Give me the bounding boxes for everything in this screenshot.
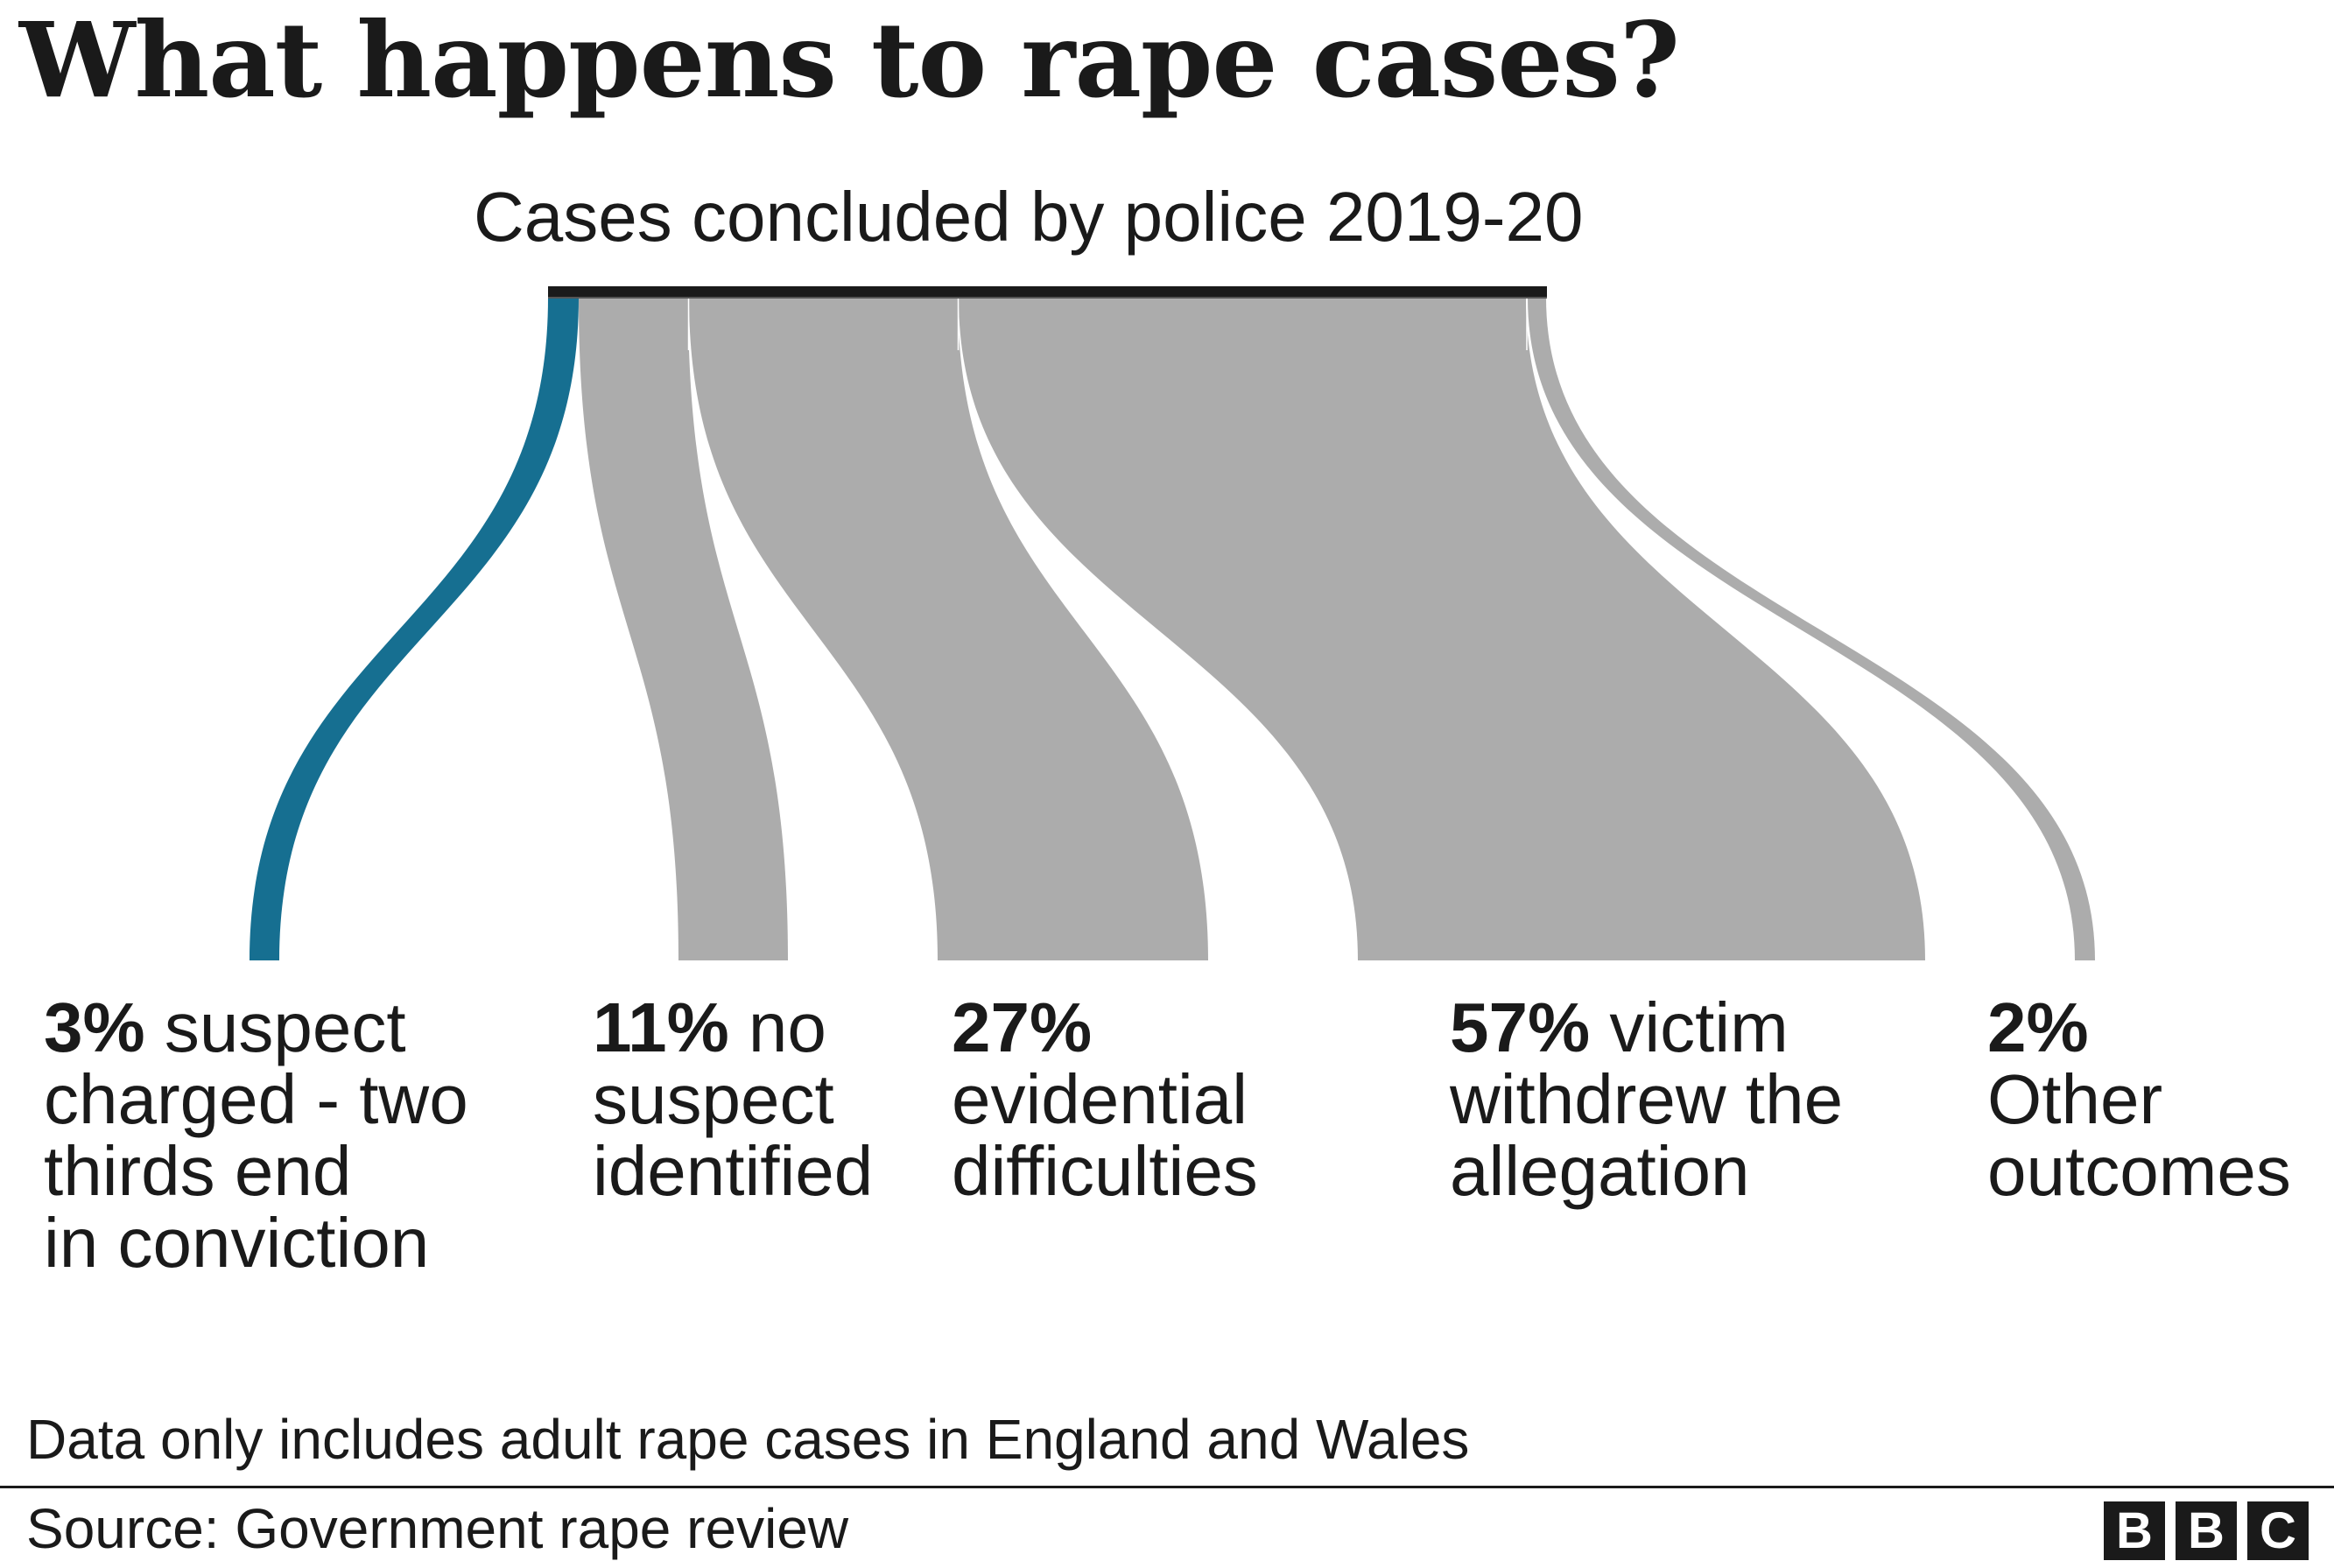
label-evidential: 27% evidential difficulties	[952, 988, 1258, 1210]
bbc-logo-letter: B	[2176, 1501, 2237, 1560]
label-no-suspect: 11% no suspect identified	[593, 988, 874, 1210]
chart-subtitle: Cases concluded by police 2019-20	[474, 178, 1584, 256]
bbc-logo-letter: B	[2104, 1501, 2165, 1560]
pct-other: 2%	[1987, 988, 2089, 1066]
flow-evidential	[689, 298, 1208, 960]
source-text: Source: Government rape review	[26, 1497, 849, 1560]
bbc-logo: B B C	[2104, 1501, 2309, 1560]
pct-suspect-charged: 3%	[44, 988, 145, 1066]
label-suspect-charged: 3% suspect charged - two thirds end in c…	[44, 988, 468, 1282]
label-victim-withdrew: 57% victim withdrew the allegation	[1450, 988, 1844, 1210]
flow-suspect-charged	[250, 298, 579, 960]
flow-victim-withdrew	[959, 298, 1925, 960]
pct-no-suspect: 11%	[593, 988, 729, 1066]
pct-victim-withdrew: 57%	[1450, 988, 1591, 1066]
flow-other	[1528, 298, 2095, 960]
bbc-logo-letter: C	[2247, 1501, 2309, 1560]
total-bar	[548, 286, 1547, 298]
pct-evidential: 27%	[952, 988, 1093, 1066]
footer-divider	[0, 1486, 2334, 1488]
chart-title: What happens to rape cases?	[19, 0, 1680, 121]
footnote: Data only includes adult rape cases in E…	[26, 1408, 1470, 1471]
label-other: 2% Other outcomes	[1987, 988, 2291, 1210]
flow-no-suspect	[579, 298, 788, 960]
